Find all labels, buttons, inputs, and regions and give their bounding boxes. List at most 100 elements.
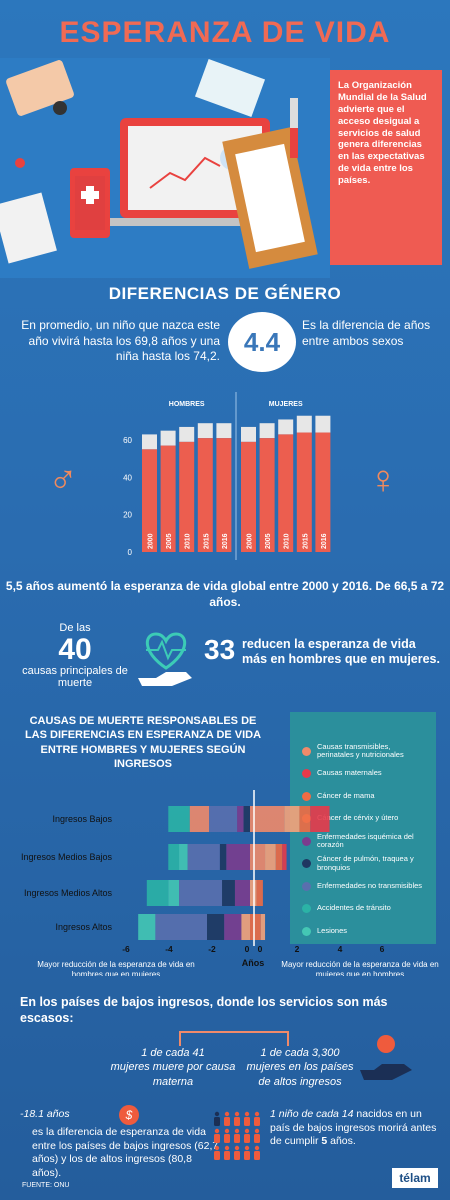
causes-chart-heading: CAUSAS DE MUERTE RESPONSABLES DE LAS DIF… [24, 715, 262, 770]
person-body [254, 1134, 260, 1143]
maternal-low-ratio: 1 de cada 41 [141, 1047, 205, 1059]
bar-segment [234, 880, 250, 906]
bar-segment [160, 445, 176, 552]
person-icon [234, 1111, 240, 1117]
bar-segment [142, 449, 157, 552]
legend-label: Enfermedades no transmisibles [317, 880, 423, 890]
heart-hand-icon [138, 632, 192, 686]
legend-item: Cáncer de pulmón, traquea y bronquios [302, 853, 428, 876]
bar-total [296, 415, 312, 433]
legend-item: Lesiones [302, 920, 428, 943]
x-tick-label: 2005 [166, 533, 173, 549]
causes-block: De las 40 causas principales de muerte [20, 622, 130, 690]
bar-segment [260, 914, 266, 940]
watch-icon [53, 101, 67, 115]
y-tick-label: 20 [123, 511, 132, 520]
x-tick-label: -6 [122, 944, 130, 954]
y-tick-label: 60 [123, 436, 132, 445]
x-tick-label: 6 [380, 944, 385, 954]
legend-label: Lesiones [317, 925, 348, 935]
bar-segment [155, 914, 207, 940]
summary-text: 5,5 años aumentó la esperanza de vida gl… [5, 579, 445, 610]
legend-swatch [302, 791, 311, 801]
svg-text:$: $ [124, 1108, 132, 1122]
count-33: 33 [204, 634, 236, 665]
gender-intro: En promedio, un niño que nazca este año … [21, 318, 220, 364]
person-body [214, 1151, 220, 1160]
bar-segment [224, 914, 242, 940]
telam-logo: télam [392, 1168, 438, 1188]
bar-segment [219, 844, 227, 870]
coin-icon: $ [118, 1105, 139, 1125]
bar-segment [168, 806, 190, 832]
info-box: La Organización Mundial de la Salud advi… [330, 70, 442, 265]
bar-total [179, 426, 195, 442]
person-icon [214, 1128, 220, 1134]
difference-text: Es la diferencia de años entre ambos sex… [302, 318, 431, 348]
x-tick-label: 2016 [321, 533, 328, 549]
person-icon [214, 1145, 220, 1151]
x-tick-label: 2000 [148, 533, 155, 549]
x-tick-label: 4 [338, 944, 343, 954]
bar-total [197, 423, 213, 439]
legend-item: Accidentes de tránsito [302, 898, 428, 921]
bar-segment [138, 914, 156, 940]
axis-note: Mayor reducción de la esperanza de vida … [281, 960, 438, 976]
bracket-connector [179, 1031, 289, 1046]
legend-item: Enfermedades isquémica del corazón [302, 830, 428, 853]
legend-swatch [302, 881, 311, 891]
x-tick-label: 2 [295, 944, 300, 954]
bar-segment [250, 880, 257, 906]
legend-label: Causas maternales [317, 768, 382, 778]
bar-segment [284, 806, 300, 832]
legend-label: Accidentes de tránsito [317, 903, 391, 913]
bar-segment [189, 806, 210, 832]
difference-circle: 4.4 [228, 312, 296, 372]
legend-swatch [302, 836, 311, 846]
bar-segment [250, 806, 285, 832]
bar-segment [259, 438, 275, 552]
bar-segment [299, 806, 311, 832]
legend-item: Causas transmisibles, perinatales y nutr… [302, 740, 428, 763]
person-icon [254, 1111, 260, 1117]
person-body [214, 1117, 220, 1126]
bar-segment [222, 880, 235, 906]
person-body [224, 1151, 230, 1160]
person-icon [244, 1145, 250, 1151]
bar-total [278, 419, 294, 435]
legend-label: Cáncer de cérvix y útero [317, 813, 399, 823]
x-tick-label: 2000 [247, 533, 254, 549]
legend-label: Cáncer de pulmón, traquea y bronquios [317, 854, 414, 872]
bar-total [259, 423, 275, 439]
bar-segment [209, 806, 238, 832]
children-people-icon [214, 1111, 260, 1160]
y-tick-label: 40 [123, 473, 132, 482]
person-body [224, 1134, 230, 1143]
x-tick-label: 2015 [302, 533, 309, 549]
bar-segment [197, 438, 213, 552]
bar-segment [179, 844, 188, 870]
bar-segment [243, 806, 250, 832]
person-icon [224, 1145, 230, 1151]
person-icon [224, 1128, 230, 1134]
bar-total [142, 434, 157, 450]
maternal-low-text: mujeres muere por causa materna [110, 1061, 236, 1088]
group-label: HOMBRES [169, 401, 205, 408]
person-body [234, 1151, 240, 1160]
bottom-heading: En los países de bajos ingresos, donde l… [20, 995, 388, 1026]
legend-item: Cáncer de mama [302, 785, 428, 808]
person-body [234, 1117, 240, 1126]
child-ratio: 1 niño de cada 14 [270, 1108, 354, 1120]
person-body [244, 1117, 250, 1126]
legend-label: Enfermedades isquémica del corazón [317, 831, 414, 850]
row-label: Ingresos Bajos [52, 814, 112, 824]
income-diff-text: es la diferencia de esperanza de vida en… [32, 1126, 219, 1179]
header-illustration [0, 58, 330, 278]
person-body [244, 1134, 250, 1143]
bar-segment [241, 441, 256, 552]
bar-total [315, 415, 331, 433]
bar-segment [282, 844, 287, 870]
maternal-high: 1 de cada 3,300 mujeres en los países de… [240, 1046, 360, 1089]
bar-total [216, 423, 232, 439]
legend-label: Causas transmisibles, perinatales y nutr… [317, 741, 404, 760]
